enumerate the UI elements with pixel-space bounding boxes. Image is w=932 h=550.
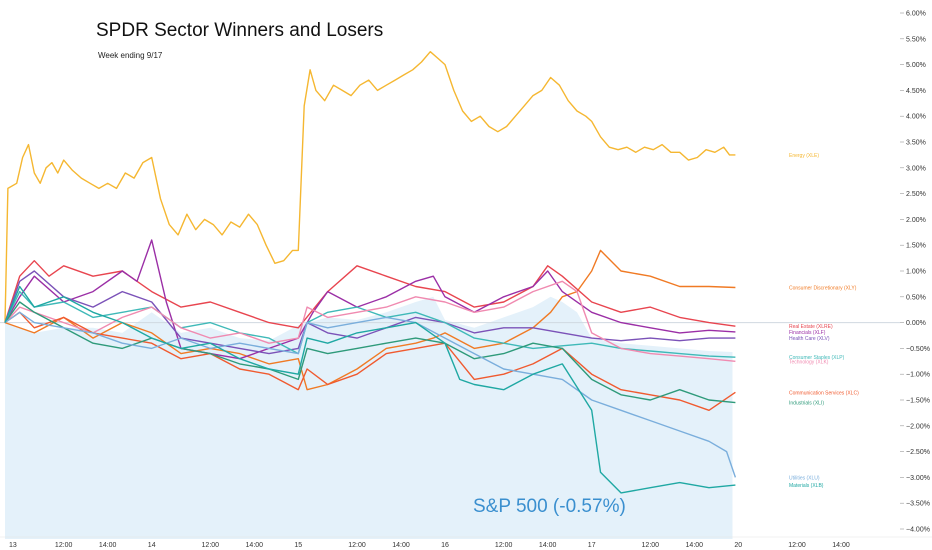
- y-tick-label-18: −3.00%: [906, 475, 930, 482]
- x-axis: 13 12:00 14:00 14 12:00 14:00 15 12:00 14:00 16 12…: [0, 536, 932, 549]
- series-line-5: [4, 290, 736, 358]
- series-line-8: [4, 301, 736, 404]
- series-line-2: [4, 260, 736, 329]
- y-tick-label-0: 6.00%: [906, 11, 926, 18]
- series-label-4: Health Care (XLV): [789, 336, 830, 342]
- y-tick-label-6: 3.00%: [906, 165, 926, 172]
- series-label-0: Energy (XLE): [789, 153, 819, 159]
- y-tick-label-1: 5.50%: [906, 36, 926, 43]
- series-lines-group: [4, 51, 737, 494]
- x-tick-label-7: 12:00: [348, 542, 366, 549]
- series-line-10: [4, 285, 736, 494]
- y-tick-label-8: 2.00%: [906, 217, 926, 224]
- y-tick-label-15: −1.50%: [906, 398, 930, 405]
- series-label-2: Real Estate (XLRE): [789, 324, 833, 330]
- series-label-1: Consumer Discretionary (XLY): [789, 286, 857, 292]
- series-line-3: [4, 239, 736, 360]
- y-tick-label-20: −4.00%: [906, 527, 930, 534]
- series-label-3: Financials (XLF): [789, 330, 826, 336]
- y-tick-label-7: 2.50%: [906, 191, 926, 198]
- x-tick-label-0: 13: [9, 542, 17, 549]
- series-label-7: Communication Services (XLC): [789, 390, 859, 396]
- series-label-9: Utilities (XLU): [789, 475, 820, 481]
- series-label-10: Materials (XLB): [789, 483, 824, 489]
- series-line-0: [4, 51, 736, 323]
- x-tick-label-6: 15: [294, 542, 302, 549]
- x-tick-label-3: 14: [148, 542, 156, 549]
- x-tick-label-2: 14:00: [99, 542, 117, 549]
- series-label-8: Industrials (XLI): [789, 401, 824, 407]
- x-tick-label-4: 12:00: [202, 542, 220, 549]
- x-tick-label-8: 14:00: [392, 542, 410, 549]
- x-tick-label-9: 16: [441, 542, 449, 549]
- x-tick-label-14: 14:00: [686, 542, 704, 549]
- x-tick-label-12: 17: [588, 542, 596, 549]
- x-tick-label-16: 12:00: [788, 542, 806, 549]
- series-line-1: [4, 249, 736, 391]
- y-tick-label-4: 4.00%: [906, 114, 926, 121]
- y-tick-label-19: −3.50%: [906, 501, 930, 508]
- y-tick-label-10: 1.00%: [906, 269, 926, 276]
- x-tick-label-1: 12:00: [55, 542, 73, 549]
- y-tick-label-17: −2.50%: [906, 449, 930, 456]
- series-line-4: [4, 270, 736, 355]
- x-tick-label-10: 12:00: [495, 542, 513, 549]
- y-tick-label-12: 0.00%: [906, 320, 926, 327]
- series-label-6: Technology (XLK): [789, 359, 829, 365]
- series-line-7: [4, 311, 736, 411]
- x-tick-label-5: 14:00: [246, 542, 264, 549]
- y-tick-label-11: 0.50%: [906, 294, 926, 301]
- series-line-9: [4, 311, 737, 478]
- y-tick-label-13: −0.50%: [906, 346, 930, 353]
- chart-title: SPDR Sector Winners and Losers: [96, 20, 383, 41]
- x-tick-label-17: 14:00: [832, 542, 850, 549]
- y-tick-label-5: 3.50%: [906, 140, 926, 147]
- benchmark-label: S&P 500 (-0.57%): [473, 496, 626, 517]
- series-labels-group: Energy (XLE) Consumer Discretionary (XLY)…: [789, 153, 859, 489]
- series-label-5: Consumer Staples (XLP): [789, 355, 845, 361]
- y-tick-label-3: 4.50%: [906, 88, 926, 95]
- x-tick-label-11: 14:00: [539, 542, 557, 549]
- x-tick-label-15: 20: [734, 542, 742, 549]
- y-axis: 6.00% 5.50% 5.00% 4.50% 4.00% 3.50% 3.00% 2.50%…: [900, 11, 930, 534]
- y-tick-label-2: 5.00%: [906, 62, 926, 69]
- y-tick-label-16: −2.00%: [906, 423, 930, 430]
- x-tick-label-13: 12:00: [642, 542, 660, 549]
- y-tick-label-14: −1.00%: [906, 372, 930, 379]
- chart-subtitle: Week ending 9/17: [98, 51, 163, 60]
- y-tick-label-9: 1.50%: [906, 243, 926, 250]
- series-line-6: [4, 280, 736, 362]
